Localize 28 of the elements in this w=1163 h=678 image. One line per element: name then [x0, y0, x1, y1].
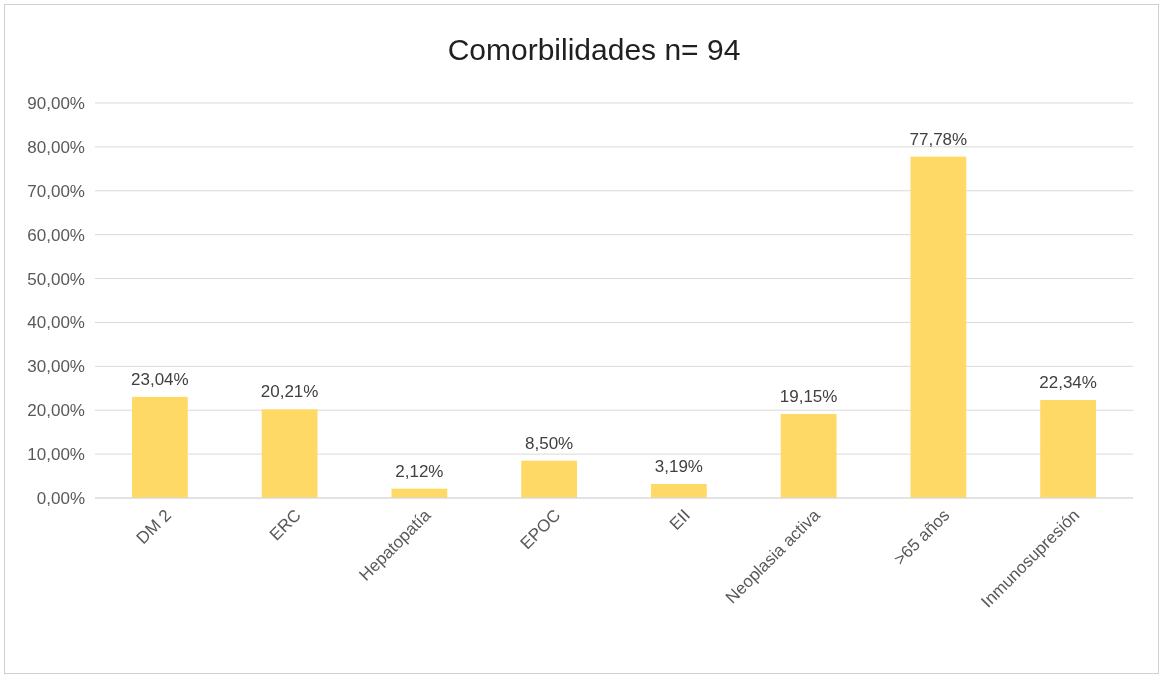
y-tick-label: 10,00%: [27, 445, 85, 465]
data-label: 19,15%: [779, 386, 838, 406]
y-tick-label: 60,00%: [27, 225, 85, 245]
y-tick-label: 90,00%: [27, 93, 85, 113]
y-tick-label: 70,00%: [27, 181, 85, 201]
y-tick-label: 50,00%: [27, 269, 85, 289]
data-label: 20,21%: [260, 382, 319, 402]
y-tick-label: 0,00%: [36, 488, 85, 508]
bar: [1040, 399, 1097, 498]
y-tick-label: 30,00%: [27, 357, 85, 377]
x-tick-label: EII: [665, 505, 694, 534]
bar: [650, 484, 707, 498]
y-tick-label: 80,00%: [27, 137, 85, 157]
data-label: 22,34%: [1039, 372, 1097, 392]
bar: [780, 413, 837, 498]
data-label: 8,50%: [525, 433, 574, 453]
data-label: 2,12%: [395, 461, 444, 481]
bar: [521, 460, 578, 498]
y-tick-label: 20,00%: [27, 401, 85, 421]
bar: [261, 409, 318, 498]
data-label: 23,04%: [131, 369, 189, 389]
x-tick-label: DM 2: [132, 505, 175, 548]
bar: [910, 156, 967, 498]
data-label: 3,19%: [654, 457, 703, 476]
chart-title: Comorbilidades n= 94: [447, 33, 741, 66]
y-tick-label: 40,00%: [27, 313, 85, 333]
bar: [131, 396, 188, 498]
data-label: 77,78%: [909, 129, 968, 149]
